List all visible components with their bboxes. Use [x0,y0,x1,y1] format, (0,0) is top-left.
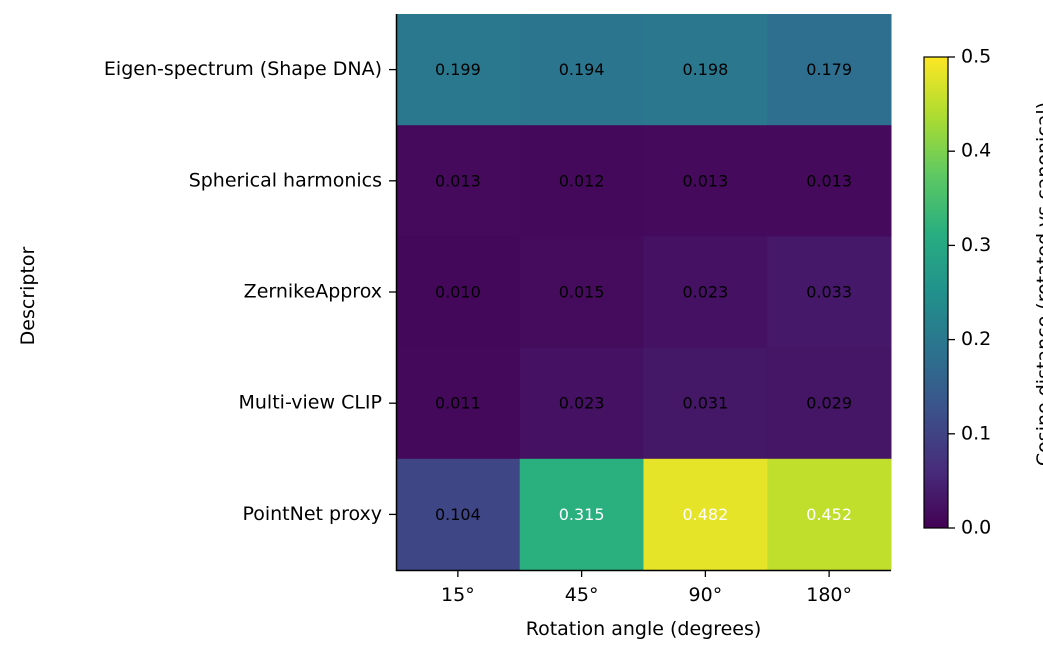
heatmap-cell [767,14,892,126]
cell-value-label: 0.013 [435,171,481,190]
heatmap-cell [519,236,644,349]
x-tick-label: 90° [689,584,723,606]
colorbar-label: Cosine distance (rotated vs canonical) [1033,102,1043,466]
x-tick-label: 15° [441,584,475,606]
cell-value-label: 0.013 [806,171,852,190]
colorbar-tick-label: 0.2 [961,328,991,350]
cell-value-label: 0.033 [806,283,852,302]
heatmap-cell [519,347,644,460]
colorbar-tick-label: 0.3 [961,234,991,256]
cell-value-label: 0.198 [682,60,728,79]
colorbar-tick-label: 0.4 [961,140,991,162]
x-axis-ticks: 15° 45° 90° 180° [441,570,852,606]
cell-value-label: 0.013 [682,171,728,190]
cell-value-label: 0.179 [806,60,852,79]
heatmap-cell [643,125,768,237]
cell-value-label: 0.199 [435,60,481,79]
cell-value-label: 0.104 [435,505,481,524]
x-tick-label: 180° [806,584,852,606]
cell-value-label: 0.023 [682,283,728,302]
heatmap-cell [519,125,644,237]
colorbar-gradient [923,56,949,529]
heatmap-cell [767,458,892,571]
cell-value-label: 0.031 [682,394,728,413]
cell-value-label: 0.315 [559,505,605,524]
colorbar-tick-label: 0.1 [961,422,991,444]
heatmap-cell [643,14,768,126]
colorbar-ticks: 0.0 0.1 0.2 0.3 0.4 0.5 [948,46,991,539]
heatmap-cell [643,458,768,571]
heatmap-cell [519,14,644,126]
cell-value-label: 0.012 [559,171,605,190]
heatmap-cell [396,236,521,349]
cell-value-label: 0.194 [559,60,605,79]
heatmap-cell [396,14,521,126]
colorbar-tick-label: 0.5 [961,46,991,68]
y-tick-label: Multi-view CLIP [239,392,383,414]
x-axis-label: Rotation angle (degrees) [526,618,762,640]
heatmap-cell [396,458,521,571]
y-tick-label: PointNet proxy [242,503,382,525]
y-axis-label: Descriptor [17,246,39,345]
heatmap-cells [396,14,892,571]
x-tick-label: 45° [565,584,599,606]
cell-value-label: 0.452 [806,505,852,524]
heatmap-cell [643,347,768,460]
heatmap-cell-labels: 0.199 0.194 0.198 0.179 0.013 0.012 0.013 0.013… [435,60,852,524]
heatmap-cell [767,347,892,460]
y-tick-label: Spherical harmonics [189,169,382,191]
y-tick-label: Eigen-spectrum (Shape DNA) [104,58,382,80]
colorbar-tick-label: 0.0 [961,517,991,539]
heatmap-cell [519,458,644,571]
heatmap-cell [767,125,892,237]
heatmap-cell [767,236,892,349]
heatmap-cell [643,236,768,349]
cell-value-label: 0.029 [806,394,852,413]
cell-value-label: 0.015 [559,283,605,302]
cell-value-label: 0.023 [559,394,605,413]
cell-value-label: 0.011 [435,394,481,413]
colorbar: 0.0 0.1 0.2 0.3 0.4 0.5 Cosine distance (rota… [923,46,1043,539]
y-axis-ticks: Eigen-spectrum (Shape DNA) Spherical harm… [104,58,396,525]
heatmap-cell [396,347,521,460]
cell-value-label: 0.010 [435,283,481,302]
heatmap-cell [396,125,521,237]
y-tick-label: ZernikeApprox [244,281,382,303]
cell-value-label: 0.482 [682,505,728,524]
